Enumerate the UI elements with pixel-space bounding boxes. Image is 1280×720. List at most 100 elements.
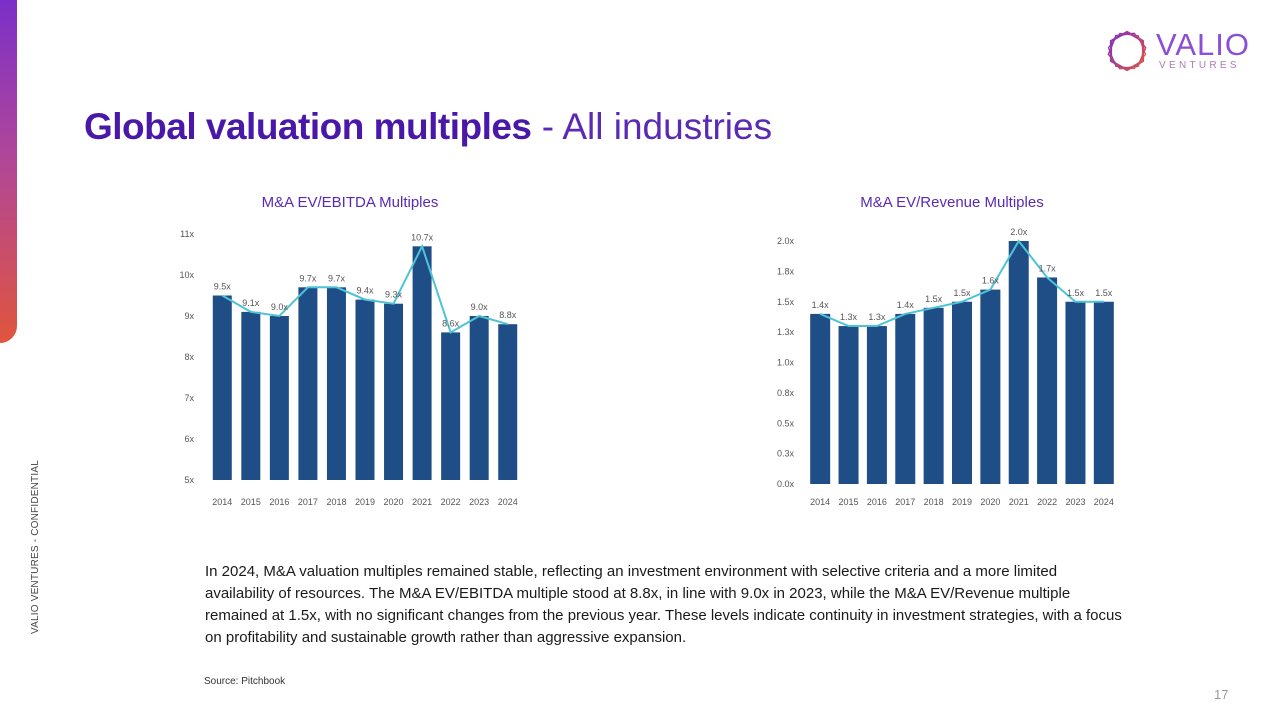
- page-title: Global valuation multiples - All industr…: [84, 104, 772, 150]
- x-tick-label: 2019: [952, 497, 972, 507]
- x-tick-label: 2021: [412, 497, 432, 507]
- x-tick-label: 2022: [441, 497, 461, 507]
- data-label: 8.6x: [442, 318, 460, 328]
- y-tick-label: 1.5x: [777, 297, 795, 307]
- bar: [1008, 241, 1029, 484]
- x-tick-label: 2016: [867, 497, 887, 507]
- bar: [810, 313, 831, 484]
- x-tick-label: 2023: [469, 497, 489, 507]
- confidential-label: VALIO VENTURES - CONFIDENTIAL: [30, 460, 41, 634]
- ebitda-bar-chart: 5x 6x 7x 8x 9x 10x 11x 9.5x 9.1x 9.0x 9.7x 9.7x 9.4x…: [179, 229, 518, 507]
- data-label: 1.5x: [925, 294, 943, 304]
- data-label: 2.0x: [1010, 227, 1028, 237]
- source-note: Source: Pitchbook: [204, 676, 286, 687]
- data-label: 9.5x: [214, 282, 232, 292]
- x-tick-label: 2024: [1094, 497, 1114, 507]
- bar: [895, 313, 916, 484]
- bar: [384, 303, 404, 480]
- x-tick-label: 2023: [1065, 497, 1085, 507]
- y-tick-label: 8x: [184, 352, 194, 362]
- revenue-chart-title: M&A EV/Revenue Multiples: [860, 194, 1044, 211]
- bar: [441, 332, 461, 480]
- bar: [980, 289, 1001, 484]
- bar: [469, 316, 489, 480]
- trend-line: [819, 239, 1104, 328]
- data-label: 9.4x: [356, 286, 374, 296]
- bar: [1065, 301, 1086, 484]
- bar: [412, 246, 432, 480]
- hexagon-logo-icon: [1107, 30, 1147, 72]
- bar: [326, 287, 346, 480]
- x-tick-label: 2014: [212, 497, 232, 507]
- trend-line: [221, 243, 509, 334]
- page-number: 17: [1214, 687, 1229, 702]
- logo-subtitle: VENTURES: [1159, 60, 1240, 71]
- x-tick-label: 2017: [298, 497, 318, 507]
- valio-logo: VALIO VENTURES: [1104, 28, 1254, 76]
- x-tick-label: 2020: [980, 497, 1000, 507]
- side-accent-bar: [0, 0, 17, 343]
- page-title-bold: Global valuation multiples: [84, 106, 532, 147]
- revenue-bar-chart: 0.0x 0.3x 0.5x 0.8x 1.0x 1.3x 1.5x 1.8x 2.0x 1.4x…: [777, 227, 1114, 507]
- x-tick-label: 2016: [269, 497, 289, 507]
- data-label: 1.3x: [868, 312, 886, 322]
- y-tick-label: 7x: [184, 393, 194, 403]
- data-label: 1.5x: [1095, 288, 1113, 298]
- y-tick-label: 5x: [184, 475, 194, 485]
- bar: [298, 287, 318, 480]
- data-label: 9.7x: [299, 273, 317, 283]
- bar: [952, 301, 972, 484]
- y-tick-label: 0.5x: [777, 418, 795, 428]
- y-tick-label: 1.0x: [777, 358, 795, 368]
- bar: [498, 324, 518, 480]
- data-label: 1.6x: [982, 276, 1000, 286]
- x-tick-label: 2015: [839, 497, 859, 507]
- page-title-light: - All industries: [531, 106, 773, 147]
- commentary-paragraph: In 2024, M&A valuation multiples remaine…: [205, 563, 1122, 646]
- y-tick-label: 0.0x: [777, 479, 795, 489]
- y-tick-label: 11x: [180, 229, 194, 239]
- x-tick-label: 2022: [1037, 497, 1057, 507]
- data-label: 1.3x: [840, 312, 858, 322]
- data-label: 9.0x: [271, 302, 289, 312]
- ebitda-chart-title: M&A EV/EBITDA Multiples: [261, 194, 439, 211]
- y-tick-label: 6x: [184, 434, 194, 444]
- x-tick-label: 2019: [355, 497, 375, 507]
- data-label: 8.8x: [499, 310, 517, 320]
- bar: [1093, 301, 1114, 484]
- y-tick-label: 9x: [184, 311, 194, 321]
- data-label: 1.7x: [1039, 263, 1057, 273]
- y-tick-label: 1.8x: [777, 266, 795, 276]
- y-tick-label: 2.0x: [777, 236, 795, 246]
- x-tick-label: 2017: [895, 497, 915, 507]
- bar: [866, 326, 887, 484]
- x-tick-label: 2015: [241, 497, 261, 507]
- data-label: 9.3x: [385, 290, 403, 300]
- data-label: 9.1x: [242, 298, 260, 308]
- bar: [269, 316, 289, 480]
- data-label: 1.5x: [1067, 288, 1085, 298]
- y-tick-label: 1.3x: [777, 327, 795, 337]
- data-label: 1.4x: [897, 300, 915, 310]
- y-tick-label: 0.3x: [777, 449, 795, 459]
- x-tick-label: 2018: [924, 497, 944, 507]
- x-tick-label: 2018: [326, 497, 346, 507]
- x-tick-label: 2014: [810, 497, 830, 507]
- bar: [241, 311, 261, 480]
- data-label: 9.7x: [328, 273, 346, 283]
- x-tick-label: 2024: [498, 497, 518, 507]
- bar: [355, 299, 375, 480]
- x-tick-label: 2020: [384, 497, 404, 507]
- data-label: 1.5x: [953, 288, 971, 298]
- x-tick-label: 2021: [1009, 497, 1029, 507]
- bar: [838, 326, 859, 484]
- y-tick-label: 0.8x: [777, 388, 795, 398]
- y-tick-label: 10x: [179, 270, 194, 280]
- bar: [212, 295, 232, 480]
- data-label: 10.7x: [411, 232, 434, 242]
- data-label: 9.0x: [471, 302, 489, 312]
- data-label: 1.4x: [812, 300, 830, 310]
- logo-wordmark: VALIO: [1156, 27, 1251, 62]
- bar: [923, 307, 944, 484]
- bar: [1037, 277, 1058, 484]
